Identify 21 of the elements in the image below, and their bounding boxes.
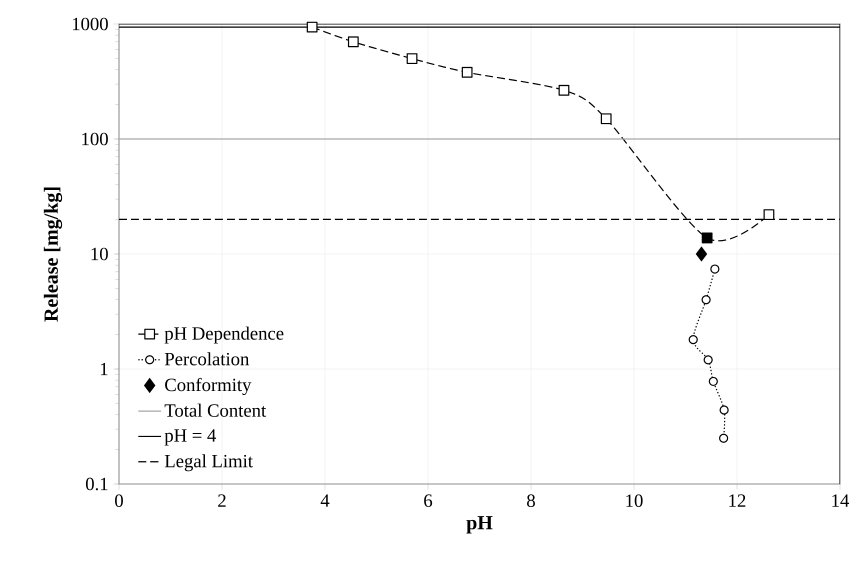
x-tick-label: 2 <box>218 494 226 507</box>
x-tick-label: 12 <box>729 494 746 507</box>
x-tick-label: 10 <box>626 494 643 507</box>
x-tick-label: 6 <box>424 494 432 507</box>
y-tick-label: 10 <box>92 248 108 260</box>
legend-label: Conformity <box>165 378 252 396</box>
y-tick-label: 100 <box>82 132 108 146</box>
x-tick-label: 4 <box>320 494 330 507</box>
legend-label: pH = 4 <box>164 429 216 446</box>
x-tick-label: 14 <box>832 494 850 507</box>
legend-label: Percolation <box>164 352 250 366</box>
x-tick-label: 0 <box>115 494 123 507</box>
legend-label: Total Content <box>164 404 266 417</box>
y-tick-label: 1 <box>100 362 108 376</box>
legend-label: pH Dependence <box>164 326 284 344</box>
legend-label: Legal Limit <box>164 454 253 472</box>
y-tick-label: 1000 <box>72 18 108 30</box>
x-tick-label: 8 <box>527 494 535 507</box>
y-axis-title: Release [mg/kg] <box>44 187 62 322</box>
x-axis-title: pH <box>466 516 493 534</box>
y-tick-label: 0.1 <box>86 478 108 490</box>
